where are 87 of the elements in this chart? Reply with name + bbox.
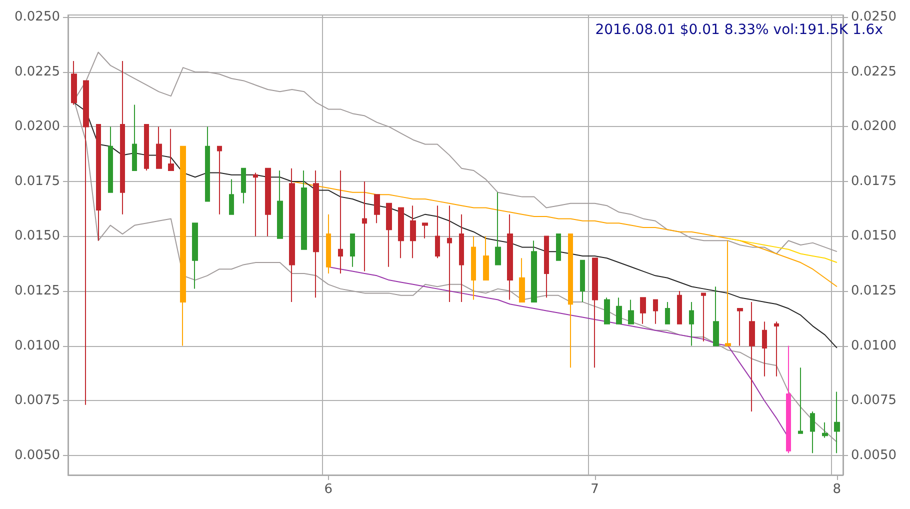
candlestick xyxy=(531,240,537,302)
candlestick xyxy=(834,391,840,454)
candlestick xyxy=(798,367,803,434)
y-tick-label: 0.0125 xyxy=(14,284,60,298)
candlestick xyxy=(71,60,77,106)
candlestick xyxy=(422,222,428,239)
candlestick xyxy=(410,205,416,259)
candlestick xyxy=(471,236,476,300)
candlestick xyxy=(592,258,598,368)
candlestick xyxy=(241,168,246,204)
candlestick xyxy=(653,299,658,324)
candlestick xyxy=(737,308,743,346)
y2-tick-label: 0.0125 xyxy=(851,284,896,298)
candlestick xyxy=(338,170,343,274)
candlestick xyxy=(229,178,234,215)
candlestick xyxy=(568,234,573,368)
y-tick-label: 0.0175 xyxy=(14,174,60,189)
candlestick xyxy=(749,301,755,412)
candlestick xyxy=(108,126,113,193)
candlestick xyxy=(689,301,694,346)
y2-tick-label: 0.0150 xyxy=(851,228,896,244)
candlestick xyxy=(144,124,149,172)
candlestick xyxy=(640,297,646,324)
candlestick xyxy=(495,192,501,266)
y-tick-label: 0.0250 xyxy=(14,10,60,25)
candlestick xyxy=(762,321,767,377)
candlestick xyxy=(313,170,319,298)
candlestick xyxy=(326,214,331,274)
candlestick xyxy=(180,146,186,346)
y-tick-label: 0.0225 xyxy=(14,64,60,80)
candlestick xyxy=(604,297,610,324)
y2-tick-label: 0.0225 xyxy=(851,64,896,80)
candlestick xyxy=(677,290,682,324)
candlestick xyxy=(701,292,706,342)
y2-tick-label: 0.0175 xyxy=(851,174,896,189)
x-tick-label: 6 xyxy=(324,482,332,497)
line-series xyxy=(727,238,838,264)
candlestick xyxy=(483,236,489,281)
y2-tick-label: 0.0050 xyxy=(851,448,896,463)
candlestick xyxy=(83,80,89,406)
x-tick-label: 7 xyxy=(590,482,599,497)
candlestick xyxy=(192,222,198,290)
y2-tick-label: 0.0075 xyxy=(851,393,896,408)
candlestick xyxy=(544,236,549,298)
candlestick xyxy=(556,234,561,261)
y-tick-label: 0.0200 xyxy=(14,119,60,134)
candlestick xyxy=(398,207,404,259)
candlestick xyxy=(168,128,174,172)
candlestick xyxy=(616,297,622,324)
candlestick xyxy=(96,124,101,242)
candlestick xyxy=(217,146,222,215)
candlestick xyxy=(386,202,392,268)
candlestick xyxy=(265,168,271,237)
candlestick xyxy=(519,258,525,302)
candlestick xyxy=(665,301,670,324)
candlestick xyxy=(810,410,815,454)
candlestick xyxy=(459,214,464,302)
candlestick xyxy=(374,194,380,224)
candlestick xyxy=(786,345,791,454)
candlestick xyxy=(362,180,367,272)
y2-tick-label: 0.0200 xyxy=(851,119,896,134)
candlestick xyxy=(350,234,355,268)
candlestick xyxy=(132,104,137,172)
candlestick xyxy=(289,168,295,302)
x-tick-label: 8 xyxy=(832,482,842,497)
text: 2016.08.01 $0.01 8.33% vol:191.5K 1.6x xyxy=(595,22,883,38)
candlestick xyxy=(507,214,513,300)
candlestick xyxy=(205,126,210,202)
candlestick xyxy=(277,170,283,239)
candlestick xyxy=(301,170,307,250)
candlestick xyxy=(435,205,440,259)
y2-tick-label: 0.0100 xyxy=(851,338,896,354)
y-tick-label: 0.0075 xyxy=(14,393,60,408)
y2-tick-label: 0.0250 xyxy=(851,10,896,25)
candlestick xyxy=(580,260,585,302)
candlestick xyxy=(253,172,258,237)
candlestick xyxy=(822,422,828,438)
candlestick xyxy=(120,60,125,215)
y-tick-label: 0.0050 xyxy=(14,448,60,463)
candlestick xyxy=(447,205,452,302)
candlestick xyxy=(156,126,162,169)
candlestick xyxy=(713,286,719,346)
candlestick xyxy=(774,321,779,377)
line-series xyxy=(74,102,838,348)
y-tick-label: 0.0100 xyxy=(14,338,60,354)
candlestick xyxy=(628,299,634,324)
y-tick-label: 0.0150 xyxy=(14,228,60,244)
